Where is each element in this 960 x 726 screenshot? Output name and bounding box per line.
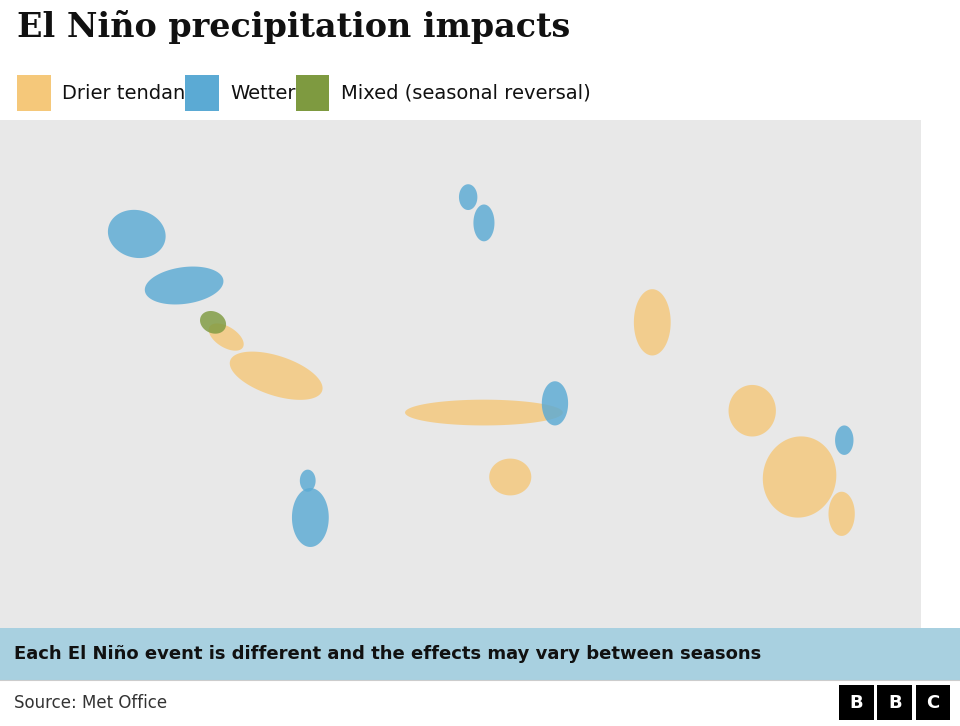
Polygon shape [292, 488, 328, 547]
Polygon shape [145, 266, 224, 304]
FancyBboxPatch shape [0, 65, 921, 726]
Polygon shape [835, 425, 853, 455]
Polygon shape [300, 470, 316, 492]
Polygon shape [229, 351, 323, 400]
Polygon shape [729, 385, 776, 436]
Polygon shape [200, 311, 226, 334]
Polygon shape [490, 459, 531, 495]
Polygon shape [473, 205, 494, 241]
Text: Wetter: Wetter [230, 84, 296, 103]
Polygon shape [828, 492, 854, 536]
Text: El Niño precipitation impacts: El Niño precipitation impacts [17, 9, 570, 44]
Text: Source: Met Office: Source: Met Office [14, 694, 168, 711]
FancyBboxPatch shape [296, 76, 329, 111]
Text: B: B [888, 694, 901, 711]
Polygon shape [208, 324, 244, 351]
Text: B: B [850, 694, 863, 711]
Text: Mixed (seasonal reversal): Mixed (seasonal reversal) [341, 84, 590, 103]
Text: Each El Niño event is different and the effects may vary between seasons: Each El Niño event is different and the … [14, 645, 761, 663]
FancyBboxPatch shape [17, 76, 51, 111]
Polygon shape [108, 210, 166, 258]
Polygon shape [634, 289, 671, 356]
Text: Drier tendancy: Drier tendancy [62, 84, 208, 103]
FancyBboxPatch shape [0, 628, 960, 680]
FancyBboxPatch shape [916, 685, 950, 720]
Polygon shape [541, 381, 568, 425]
Polygon shape [763, 436, 836, 518]
Polygon shape [459, 184, 477, 210]
FancyBboxPatch shape [839, 685, 874, 720]
FancyBboxPatch shape [877, 685, 912, 720]
Text: C: C [926, 694, 940, 711]
Polygon shape [405, 400, 563, 425]
FancyBboxPatch shape [185, 76, 219, 111]
